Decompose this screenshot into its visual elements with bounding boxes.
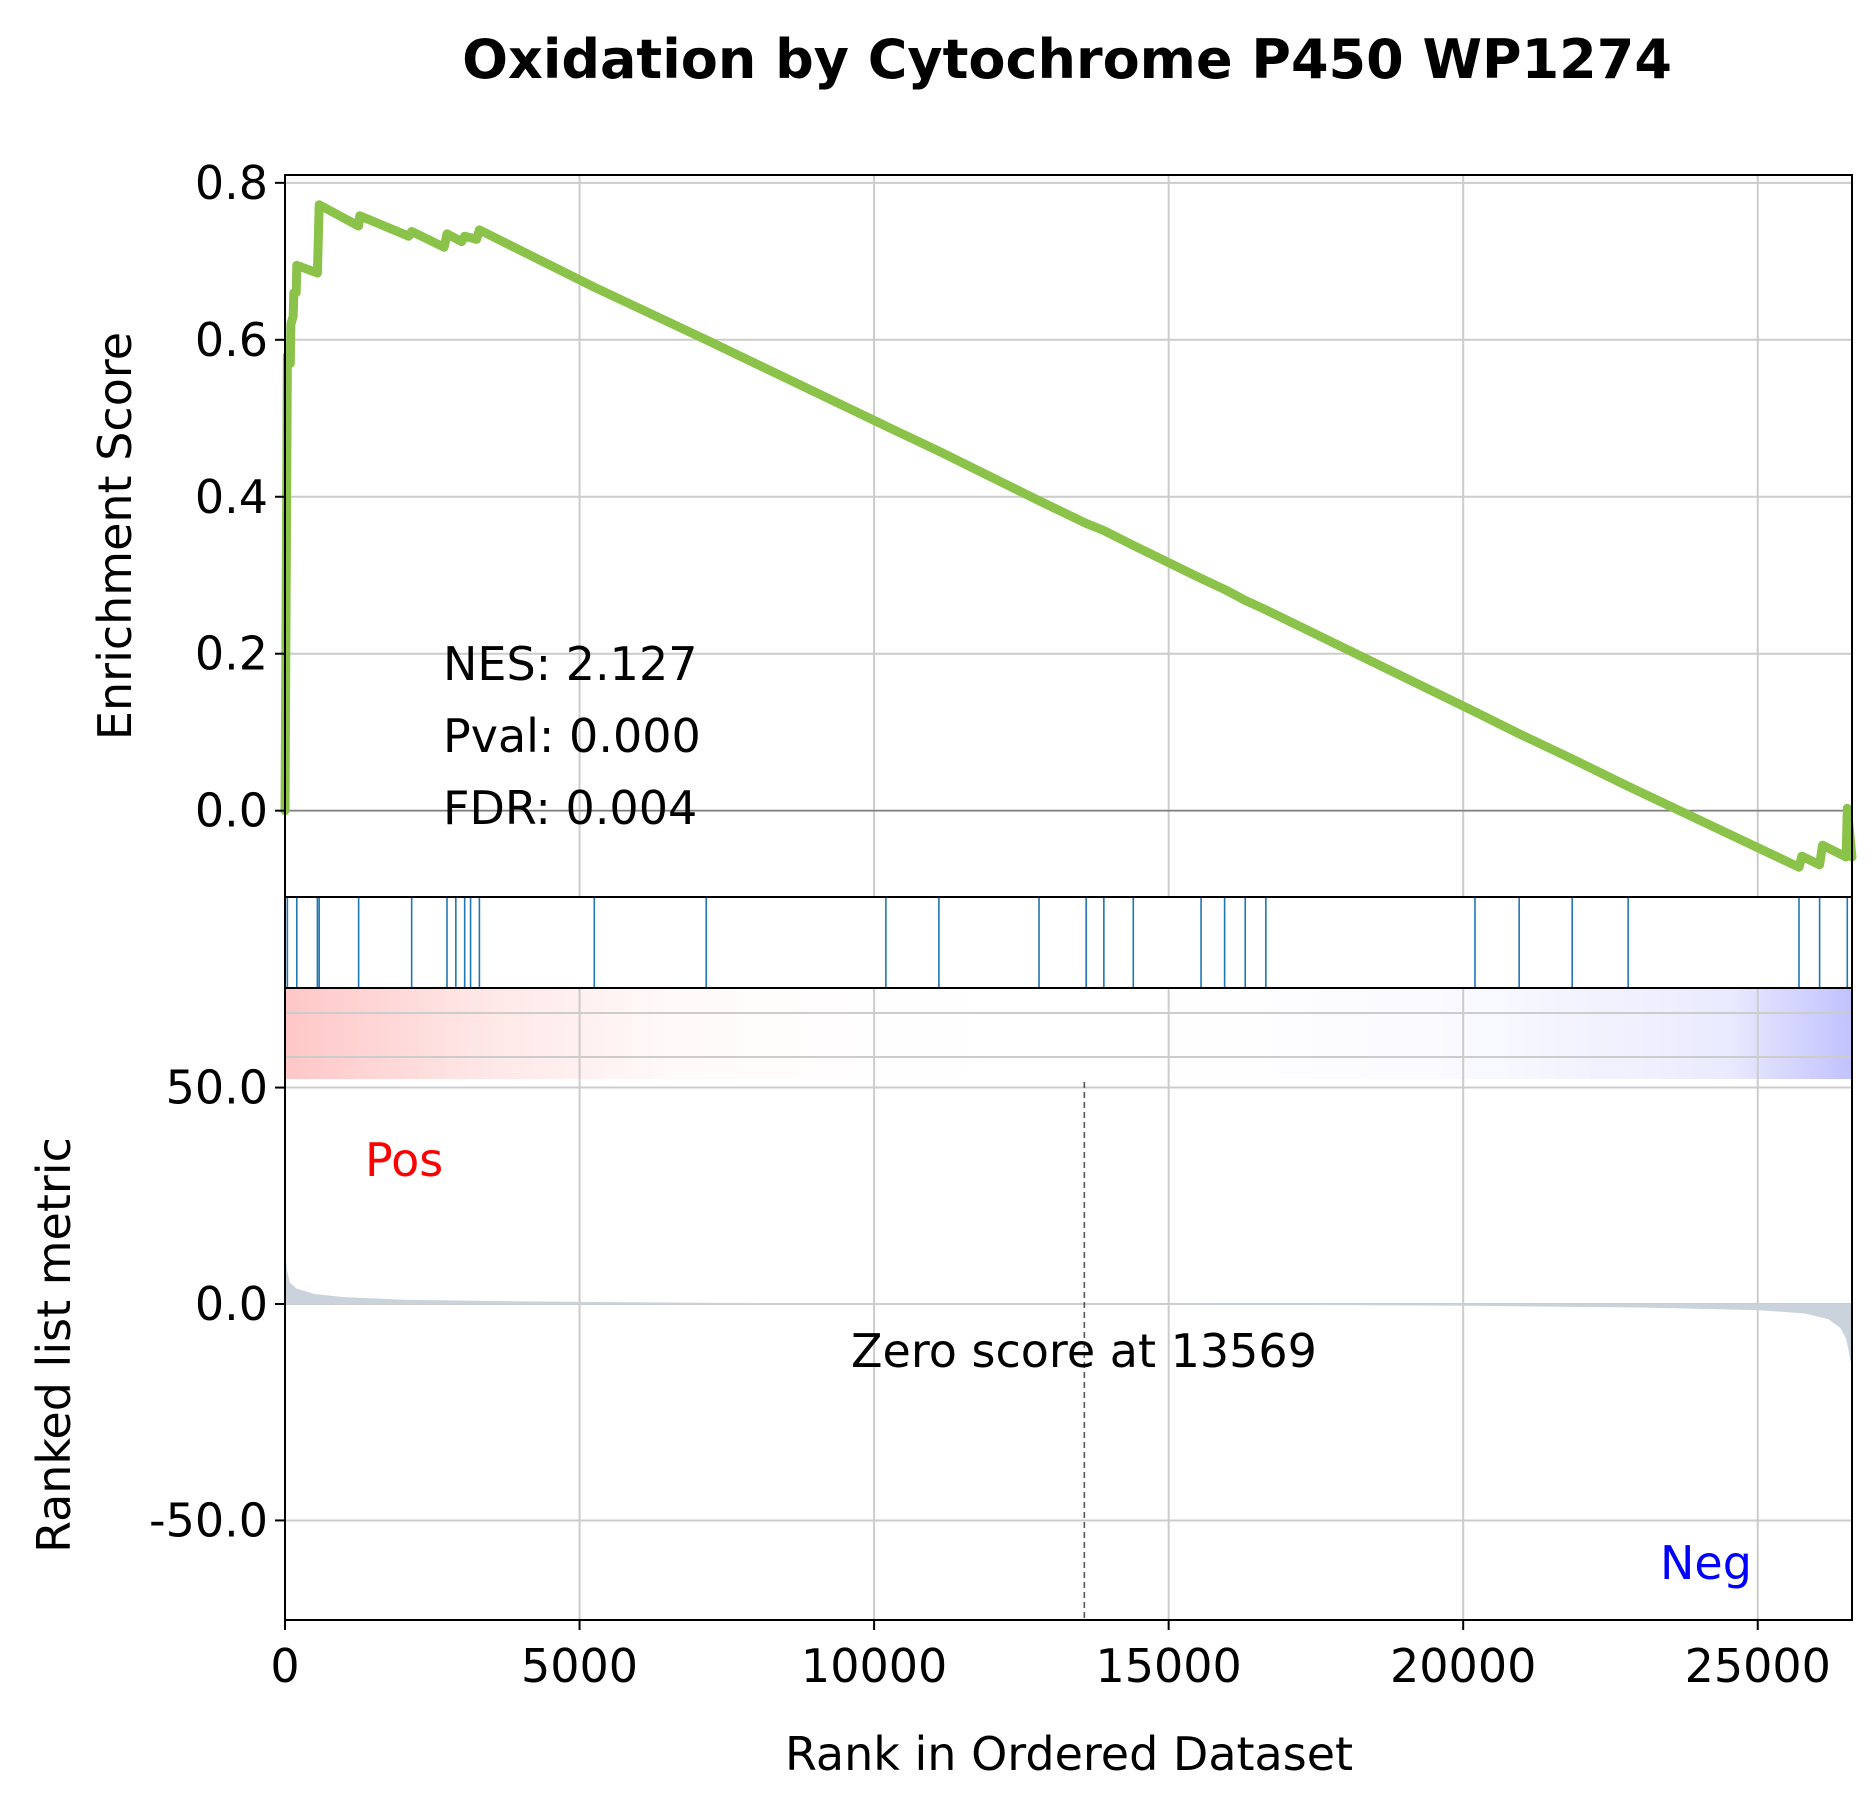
x-tick-label: 25000 <box>1685 1639 1831 1693</box>
x-axis-ticks: 0 5000 10000 15000 20000 25000 <box>270 1620 1831 1693</box>
metric-y-tick-label: -50.0 <box>149 1493 268 1547</box>
ranking-heat-bar <box>286 988 1851 1079</box>
pval-annotation: Pval: 0.000 <box>443 709 701 763</box>
metric-y-tick-label: 50.0 <box>166 1061 268 1115</box>
enrichment-y-tick-label: 0.6 <box>195 313 268 367</box>
enrichment-y-ticks: 0.0 0.2 0.4 0.6 0.8 <box>195 156 285 838</box>
enrichment-y-tick-label: 0.0 <box>195 784 268 838</box>
x-tick-label: 10000 <box>801 1639 947 1693</box>
metric-y-ticks: -50.0 0.0 50.0 <box>149 1061 285 1547</box>
x-tick-label: 20000 <box>1390 1639 1536 1693</box>
x-tick-label: 15000 <box>1095 1639 1241 1693</box>
enrichment-y-label: Enrichment Score <box>88 332 142 740</box>
enrichment-y-tick-label: 0.4 <box>195 470 268 524</box>
x-tick-label: 0 <box>270 1639 299 1693</box>
nes-annotation: NES: 2.127 <box>443 637 697 691</box>
enrichment-y-tick-label: 0.8 <box>195 156 268 210</box>
zero-score-label: Zero score at 13569 <box>851 1324 1317 1378</box>
x-axis-label: Rank in Ordered Dataset <box>785 1727 1353 1781</box>
metric-y-tick-label: 0.0 <box>195 1277 268 1331</box>
chart-title: Oxidation by Cytochrome P450 WP1274 <box>462 28 1672 91</box>
gene-hit-markers <box>286 898 1849 987</box>
x-tick-label: 5000 <box>521 1639 638 1693</box>
metric-y-label: Ranked list metric <box>27 1137 81 1553</box>
hits-panel-frame <box>284 896 1853 989</box>
enrichment-score-line <box>280 200 1857 872</box>
pos-label: Pos <box>365 1133 443 1187</box>
neg-label: Neg <box>1660 1536 1752 1590</box>
fdr-annotation: FDR: 0.004 <box>443 781 697 835</box>
enrichment-y-tick-label: 0.2 <box>195 627 268 681</box>
